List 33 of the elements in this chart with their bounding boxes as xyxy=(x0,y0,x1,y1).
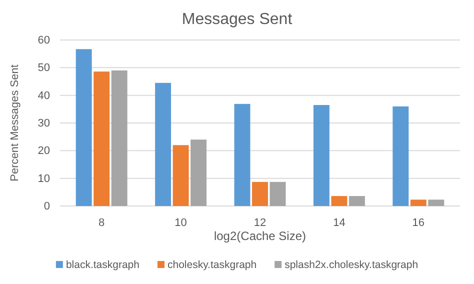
y-tick-label: 60 xyxy=(38,34,50,47)
legend-label: cholesky.taskgraph xyxy=(167,259,257,271)
bar xyxy=(234,104,250,206)
bar xyxy=(76,49,92,206)
bar xyxy=(190,140,207,206)
y-tick-label: 30 xyxy=(38,118,50,130)
x-axis-title: log2(Cache Size) xyxy=(214,229,306,243)
chart-title: Messages Sent xyxy=(182,11,293,28)
bar xyxy=(410,200,426,206)
x-tick-label: 8 xyxy=(98,216,105,229)
bar xyxy=(270,182,286,206)
bar xyxy=(331,196,348,206)
legend-label: black.taskgraph xyxy=(66,259,140,271)
x-tick-label: 14 xyxy=(333,216,346,229)
x-tick-label: 10 xyxy=(174,216,187,229)
y-tick-label: 0 xyxy=(44,200,50,213)
bar xyxy=(172,145,189,206)
y-tick-label: 40 xyxy=(38,90,50,102)
x-tick-label: 12 xyxy=(254,216,266,229)
bar xyxy=(111,70,128,206)
bar xyxy=(155,82,172,206)
legend-label: splash2x.cholesky.taskgraph xyxy=(284,259,418,271)
bar xyxy=(392,106,409,206)
bar xyxy=(428,200,444,206)
y-tick-label: 50 xyxy=(38,62,50,74)
y-tick-label: 10 xyxy=(38,172,50,185)
x-tick-label: 16 xyxy=(412,216,425,229)
y-axis-title: Percent Messages Sent xyxy=(9,64,21,182)
bar xyxy=(348,196,365,206)
bar xyxy=(252,182,268,206)
y-tick-label: 20 xyxy=(38,145,50,158)
bar xyxy=(313,105,330,206)
bar xyxy=(94,72,110,206)
